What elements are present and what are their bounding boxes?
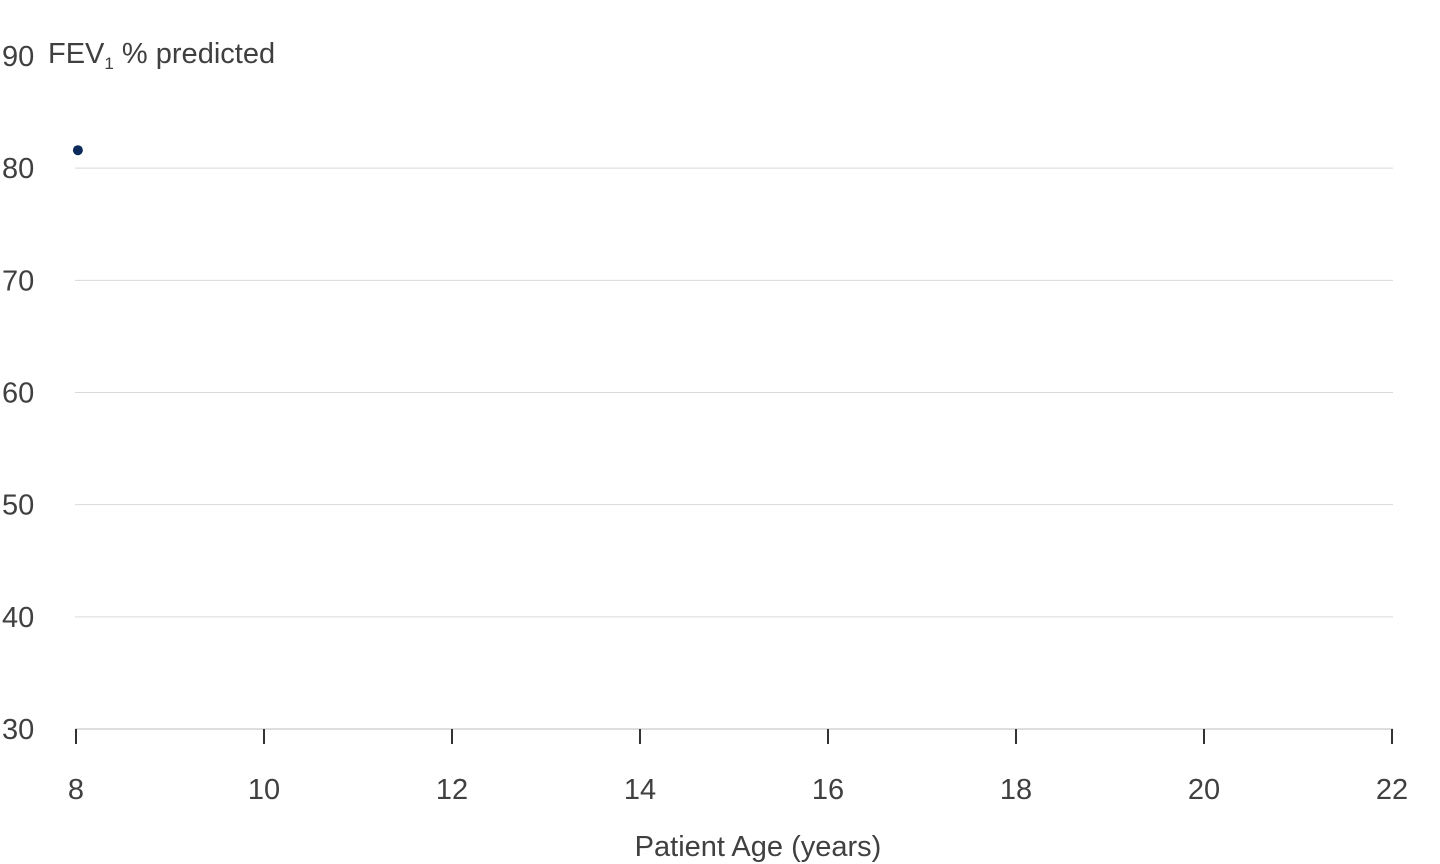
y-axis-title: FEV1 % predicted — [48, 36, 275, 72]
x-tick-label-16: 16 — [812, 774, 844, 806]
x-tick-label-10: 10 — [248, 774, 280, 806]
y-axis-tick-labels: 30 40 50 60 70 80 90 — [2, 41, 34, 746]
y-tick-label-50: 50 — [2, 490, 34, 522]
y-tick-label-70: 70 — [2, 265, 34, 297]
x-tick-label-12: 12 — [436, 774, 468, 806]
x-tick-label-18: 18 — [1000, 774, 1032, 806]
x-tick-label-14: 14 — [624, 774, 656, 806]
y-tick-label-90: 90 — [2, 41, 34, 73]
data-points — [72, 145, 83, 156]
data-point-0-0 — [72, 145, 83, 156]
y-tick-label-30: 30 — [2, 714, 34, 746]
x-tick-label-22: 22 — [1376, 774, 1408, 806]
x-tick-label-20: 20 — [1188, 774, 1220, 806]
y-axis-title-prefix: FEV — [48, 38, 105, 70]
x-axis-tick-labels: 8 10 12 14 16 18 20 22 — [68, 774, 1408, 806]
grid-lines — [75, 167, 1393, 618]
y-tick-label-80: 80 — [2, 153, 34, 185]
y-tick-label-60: 60 — [2, 378, 34, 410]
x-axis-title: Patient Age (years) — [635, 831, 882, 863]
y-tick-label-40: 40 — [2, 602, 34, 634]
y-axis-title-subscript: 1 — [104, 54, 114, 73]
x-tick-label-8: 8 — [68, 774, 84, 806]
x-axis — [75, 728, 1393, 744]
y-axis-title-suffix: % predicted — [113, 38, 276, 70]
